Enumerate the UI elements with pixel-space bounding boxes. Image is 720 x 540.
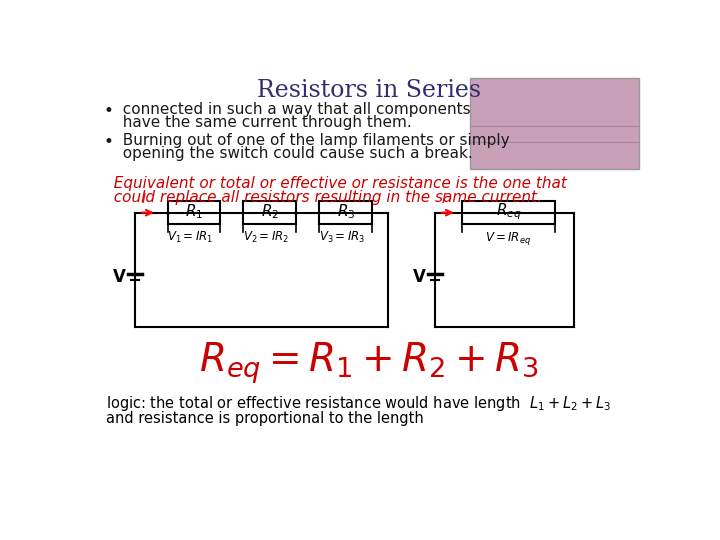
Text: Equivalent or total or effective or resistance is the one that: Equivalent or total or effective or resi… (104, 177, 567, 192)
Bar (168, 201, 220, 224)
Text: •: • (104, 102, 114, 120)
Text: opening the switch could cause such a break.: opening the switch could cause such a br… (113, 146, 473, 161)
Text: Resistors in Series: Resistors in Series (257, 79, 481, 102)
Text: Burning out of one of the lamp filaments or simply: Burning out of one of the lamp filaments… (113, 132, 510, 147)
Text: •: • (104, 132, 114, 151)
Text: $R_3$: $R_3$ (336, 202, 355, 221)
Text: and resistance is proportional to the length: and resistance is proportional to the le… (106, 411, 423, 426)
Text: V: V (413, 268, 426, 286)
Text: $R_1$: $R_1$ (185, 202, 203, 221)
Text: $V= IR_{eq}$: $V= IR_{eq}$ (485, 231, 531, 247)
Text: $V_2= IR_2$: $V_2= IR_2$ (243, 231, 289, 246)
Text: logic: the total or effective resistance would have length  $L_1+ L_2+ L_3$: logic: the total or effective resistance… (106, 394, 611, 413)
Text: $R_{eq}= R_1+ R_2+ R_3$: $R_{eq}= R_1+ R_2+ R_3$ (199, 341, 539, 387)
Text: I: I (442, 192, 446, 206)
Text: $V_3= IR_3$: $V_3= IR_3$ (319, 231, 365, 246)
Bar (462, 201, 555, 224)
Text: could replace all resistors resulting in the same current.: could replace all resistors resulting in… (104, 190, 542, 205)
Text: I: I (142, 192, 146, 206)
Bar (320, 201, 372, 224)
Bar (243, 201, 296, 224)
Text: V: V (113, 268, 126, 286)
FancyBboxPatch shape (469, 78, 639, 168)
Text: $V_1= IR_1$: $V_1= IR_1$ (167, 231, 213, 246)
Text: connected in such a way that all components: connected in such a way that all compone… (113, 102, 471, 117)
Text: $R_2$: $R_2$ (261, 202, 279, 221)
Text: have the same current through them.: have the same current through them. (113, 115, 412, 130)
Text: $R_{eq}$: $R_{eq}$ (496, 201, 521, 222)
